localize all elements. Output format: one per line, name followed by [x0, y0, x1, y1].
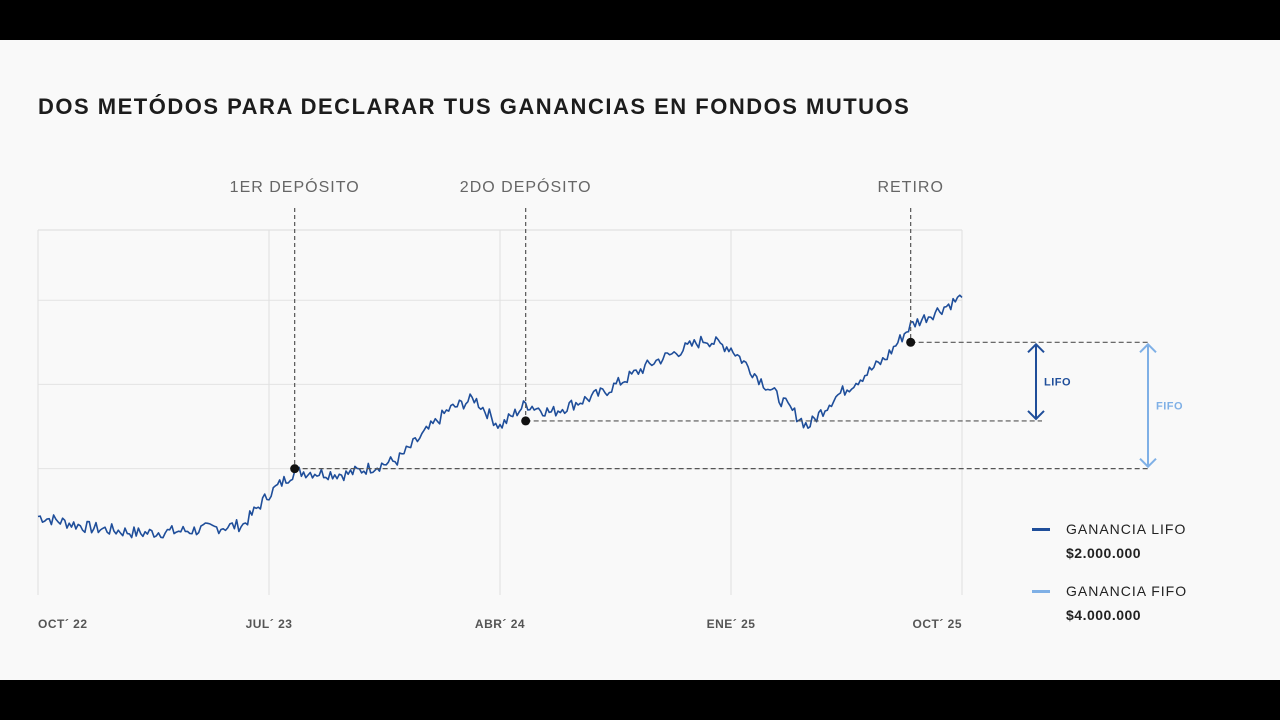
x-tick-label: ENE´ 25 [707, 617, 756, 631]
bracket-label: LIFO [1044, 377, 1071, 389]
bracket-arrow-up [1027, 342, 1045, 354]
bracket-arrow-down [1139, 457, 1157, 469]
event-label: 2DO DEPÓSITO [460, 177, 592, 196]
x-tick-label: OCT´ 22 [38, 617, 88, 631]
legend-swatch [1032, 590, 1050, 593]
event-point [290, 464, 300, 474]
x-tick-label: JUL´ 23 [246, 617, 293, 631]
event-label: 1ER DEPÓSITO [230, 177, 360, 196]
legend-name: GANANCIA LIFO [1066, 521, 1187, 537]
legend-swatch [1032, 528, 1050, 531]
chart-title: DOS METÓDOS PARA DECLARAR TUS GANANCIAS … [38, 94, 911, 119]
bracket-arrow-up [1139, 342, 1157, 354]
event-label: RETIRO [877, 179, 943, 196]
bracket-label: FIFO [1156, 400, 1183, 412]
event-point [906, 337, 916, 347]
chart-canvas: OCT´ 22 JUL´ 23 ABR´ 24 ENE´ 25 OCT´ 25 1ER D… [37, 177, 1183, 631]
legend-value: $2.000.000 [1066, 545, 1142, 561]
legend-value: $4.000.000 [1066, 607, 1142, 623]
bracket-arrow-down [1027, 410, 1045, 421]
series-line [37, 294, 963, 539]
x-tick-label: OCT´ 25 [912, 617, 962, 631]
slide: DOS METÓDOS PARA DECLARAR TUS GANANCIAS … [0, 40, 1280, 680]
legend-name: GANANCIA FIFO [1066, 583, 1188, 599]
x-tick-label: ABR´ 24 [475, 617, 525, 631]
event-point [521, 416, 531, 426]
